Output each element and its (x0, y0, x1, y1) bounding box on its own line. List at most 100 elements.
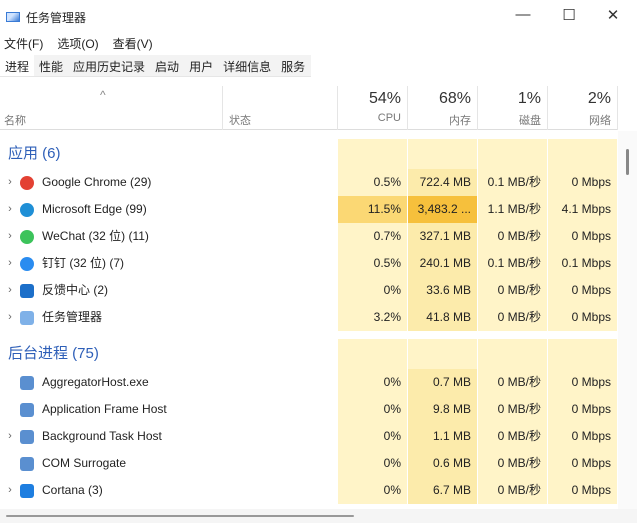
chevron-right-icon[interactable]: › (8, 284, 12, 296)
process-icon (20, 429, 34, 444)
feedback-hub-icon (20, 283, 34, 298)
disk-value: 0 MB/秒 (478, 304, 548, 331)
group-mem-cell (408, 339, 478, 369)
disk-value: 0 MB/秒 (478, 223, 548, 250)
table-row[interactable]: › Microsoft Edge (99) 11.5% 3,483.2 ... 1.1 … (0, 196, 618, 223)
menu-file[interactable]: 文件(F) (4, 36, 44, 51)
tab-1[interactable]: 性能 (39, 60, 64, 74)
chevron-right-icon[interactable]: › (8, 230, 12, 242)
task-manager-icon (6, 12, 20, 22)
wechat-icon (20, 229, 34, 244)
horizontal-scrollbar[interactable] (0, 509, 637, 523)
net-value: 0 Mbps (548, 304, 618, 331)
tab-5[interactable]: 详细信息 (223, 60, 272, 74)
table-row[interactable]: Application Frame Host 0% 9.8 MB 0 MB/秒 0 Mb… (0, 396, 618, 423)
table-row[interactable]: › Cortana (3) 0% 6.7 MB 0 MB/秒 0 Mbps (0, 477, 618, 504)
mem-value: 6.7 MB (408, 477, 478, 504)
table-row[interactable]: › WeChat (32 位) (11) 0.7% 327.1 MB 0 MB/秒 0 M… (0, 223, 618, 250)
process-name: WeChat (32 位) (11) (42, 229, 149, 243)
net-value: 0 Mbps (548, 169, 618, 196)
process-name: 任务管理器 (42, 310, 103, 324)
vertical-scroll-thumb[interactable] (626, 149, 629, 175)
process-name-cell: Application Frame Host (0, 396, 167, 423)
disk-value: 0 MB/秒 (478, 369, 548, 396)
disk-value: 0.1 MB/秒 (478, 250, 548, 277)
column-status[interactable]: 状态 (223, 86, 338, 130)
net-value: 0 Mbps (548, 223, 618, 250)
dingtalk-icon (20, 256, 34, 271)
disk-value: 1.1 MB/秒 (478, 196, 548, 223)
table-row[interactable]: › 钉钉 (32 位) (7) 0.5% 240.1 MB 0.1 MB/秒 0.1 Mb… (0, 250, 618, 277)
column-disk[interactable]: 1% 磁盘 (478, 86, 548, 130)
menu-view[interactable]: 查看(V) (112, 36, 153, 51)
tab-6[interactable]: 服务 (281, 60, 306, 74)
cpu-value: 0% (338, 396, 408, 423)
disk-value: 0 MB/秒 (478, 423, 548, 450)
disk-label: 磁盘 (519, 115, 541, 127)
net-value: 0 Mbps (548, 450, 618, 477)
disk-total: 1% (517, 90, 541, 107)
column-cpu[interactable]: 54% CPU (338, 86, 408, 130)
process-name: 反馈中心 (2) (42, 283, 109, 297)
group-disk-cell (478, 139, 548, 169)
chevron-right-icon[interactable]: › (8, 430, 12, 442)
vertical-scrollbar[interactable] (618, 131, 637, 509)
cpu-value: 0% (338, 423, 408, 450)
mem-value: 41.8 MB (408, 304, 478, 331)
group-header[interactable]: 后台进程 (75) (0, 339, 618, 369)
tab-0[interactable]: 进程 (0, 55, 35, 76)
tab-bar: 进程 性能 应用历史记录 启动 用户 详细信息 服务 (0, 55, 311, 77)
tab-4[interactable]: 用户 (189, 60, 214, 74)
memory-total: 68% (438, 90, 471, 107)
menu-bar: 文件(F) 选项(O) 查看(V) (4, 34, 153, 52)
cpu-label: CPU (377, 112, 401, 124)
chevron-right-icon[interactable]: › (8, 311, 12, 323)
mem-value: 33.6 MB (408, 277, 478, 304)
memory-label: 内存 (449, 115, 471, 127)
close-button[interactable]: ✕ (606, 7, 620, 24)
disk-value: 0 MB/秒 (478, 396, 548, 423)
table-row[interactable]: › 任务管理器 3.2% 41.8 MB 0 MB/秒 0 Mbps (0, 304, 618, 331)
cpu-value: 0.5% (338, 169, 408, 196)
column-status-label: 状态 (229, 115, 251, 127)
chrome-icon (20, 175, 34, 190)
column-name-label: 名称 (4, 115, 26, 127)
disk-value: 0 MB/秒 (478, 450, 548, 477)
edge-icon (20, 202, 34, 217)
column-memory[interactable]: 68% 内存 (408, 86, 478, 130)
table-row[interactable]: › 反馈中心 (2) 0% 33.6 MB 0 MB/秒 0 Mbps (0, 277, 618, 304)
table-row[interactable]: AggregatorHost.exe 0% 0.7 MB 0 MB/秒 0 Mbps (0, 369, 618, 396)
process-name-cell: › Cortana (3) (0, 477, 103, 504)
table-row[interactable]: › Google Chrome (29) 0.5% 722.4 MB 0.1 MB/秒 0… (0, 169, 618, 196)
column-network[interactable]: 2% 网络 (548, 86, 618, 130)
process-name: Cortana (3) (42, 483, 103, 497)
group-header[interactable]: 应用 (6) (0, 139, 618, 169)
process-icon (20, 456, 34, 471)
chevron-right-icon[interactable]: › (8, 176, 12, 188)
tab-3[interactable]: 启动 (155, 60, 180, 74)
chevron-right-icon[interactable]: › (8, 257, 12, 269)
column-header: ^ 名称 状态 54% CPU 68% 内存 1% 磁盘 2% 网络 (0, 86, 618, 130)
tab-2[interactable]: 应用历史记录 (73, 60, 146, 74)
cpu-value: 0% (338, 477, 408, 504)
chevron-right-icon[interactable]: › (8, 203, 12, 215)
group-net-cell (548, 339, 618, 369)
group-cpu-cell (338, 339, 408, 369)
chevron-right-icon[interactable]: › (8, 484, 12, 496)
menu-options[interactable]: 选项(O) (57, 36, 99, 51)
minimize-button[interactable]: — (515, 6, 531, 23)
table-row[interactable]: COM Surrogate 0% 0.6 MB 0 MB/秒 0 Mbps (0, 450, 618, 477)
mem-value: 3,483.2 ... (408, 196, 478, 223)
cpu-value: 0% (338, 277, 408, 304)
sort-arrow-icon: ^ (100, 88, 106, 102)
table-row[interactable]: › Background Task Host 0% 1.1 MB 0 MB/秒 0 Mbp… (0, 423, 618, 450)
process-name: Application Frame Host (42, 402, 167, 416)
horizontal-scroll-thumb[interactable] (6, 515, 354, 517)
net-value: 0 Mbps (548, 477, 618, 504)
process-name-cell: › Google Chrome (29) (0, 169, 151, 196)
mem-value: 0.7 MB (408, 369, 478, 396)
column-name[interactable]: ^ 名称 (0, 86, 223, 130)
process-name-cell: › 反馈中心 (2) (0, 277, 108, 304)
process-name-cell: › Microsoft Edge (99) (0, 196, 147, 223)
maximize-button[interactable]: ☐ (562, 7, 576, 24)
